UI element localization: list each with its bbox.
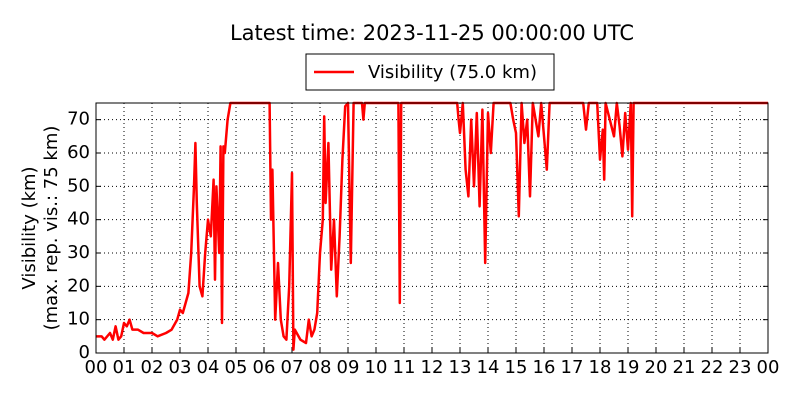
x-tick-label: 20 — [645, 357, 668, 378]
x-tick-label: 06 — [253, 357, 276, 378]
y-axis-label: (max. rep. vis.: 75 km) — [41, 126, 62, 331]
x-tick-label: 23 — [729, 357, 752, 378]
legend-label: Visibility (75.0 km) — [368, 62, 537, 83]
x-tick-label: 10 — [365, 357, 388, 378]
x-tick-label: 05 — [225, 357, 248, 378]
x-tick-label: 17 — [561, 357, 584, 378]
y-tick-label: 30 — [67, 242, 90, 263]
y-tick-label: 40 — [67, 209, 90, 230]
x-tick-label: 12 — [421, 357, 444, 378]
y-tick-label: 10 — [67, 309, 90, 330]
x-tick-label: 19 — [617, 357, 640, 378]
x-tick-label: 08 — [309, 357, 332, 378]
x-tick-label: 04 — [197, 357, 220, 378]
x-tick-label: 21 — [673, 357, 696, 378]
x-tick-label: 07 — [281, 357, 304, 378]
x-tick-label: 00 — [85, 357, 108, 378]
y-tick-label: 20 — [67, 275, 90, 296]
x-tick-label: 18 — [589, 357, 612, 378]
x-tick-label: 00 — [757, 357, 780, 378]
y-tick-label: 70 — [67, 109, 90, 130]
x-tick-label: 01 — [113, 357, 136, 378]
chart-title: Latest time: 2023-11-25 00:00:00 UTC — [230, 21, 634, 45]
y-tick-label: 0 — [79, 342, 90, 363]
plot-frame — [95, 102, 769, 354]
x-tick-label: 15 — [505, 357, 528, 378]
x-tick-label: 02 — [141, 357, 164, 378]
y-axis-label: Visibility (km) — [19, 166, 40, 289]
y-tick-label: 60 — [67, 142, 90, 163]
x-tick-label: 09 — [337, 357, 360, 378]
x-tick-label: 22 — [701, 357, 724, 378]
x-tick-label: 03 — [169, 357, 192, 378]
x-tick-label: 13 — [449, 357, 472, 378]
data-line — [96, 101, 768, 351]
x-tick-label: 14 — [477, 357, 500, 378]
y-tick-label: 50 — [67, 175, 90, 196]
x-tick-label: 16 — [533, 357, 556, 378]
x-tick-label: 11 — [393, 357, 416, 378]
